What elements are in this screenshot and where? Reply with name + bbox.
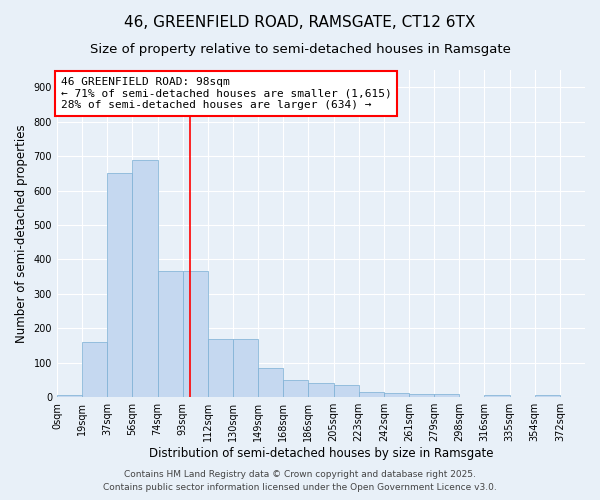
- Bar: [57, 396, 82, 397]
- Bar: [182, 272, 208, 397]
- Bar: [107, 174, 133, 397]
- Bar: [133, 160, 158, 397]
- Bar: [258, 368, 283, 397]
- Bar: [82, 342, 107, 397]
- Bar: [434, 394, 459, 397]
- Text: 46 GREENFIELD ROAD: 98sqm
← 71% of semi-detached houses are smaller (1,615)
28% : 46 GREENFIELD ROAD: 98sqm ← 71% of semi-…: [61, 77, 391, 110]
- Bar: [484, 396, 509, 397]
- Bar: [384, 393, 409, 397]
- Text: Contains HM Land Registry data © Crown copyright and database right 2025.
Contai: Contains HM Land Registry data © Crown c…: [103, 470, 497, 492]
- Y-axis label: Number of semi-detached properties: Number of semi-detached properties: [15, 124, 28, 343]
- X-axis label: Distribution of semi-detached houses by size in Ramsgate: Distribution of semi-detached houses by …: [149, 447, 493, 460]
- Bar: [233, 338, 258, 397]
- Bar: [308, 384, 334, 397]
- Bar: [409, 394, 434, 397]
- Bar: [158, 272, 182, 397]
- Bar: [359, 392, 384, 397]
- Text: Size of property relative to semi-detached houses in Ramsgate: Size of property relative to semi-detach…: [89, 42, 511, 56]
- Bar: [535, 396, 560, 397]
- Bar: [334, 385, 359, 397]
- Bar: [208, 338, 233, 397]
- Bar: [283, 380, 308, 397]
- Text: 46, GREENFIELD ROAD, RAMSGATE, CT12 6TX: 46, GREENFIELD ROAD, RAMSGATE, CT12 6TX: [124, 15, 476, 30]
